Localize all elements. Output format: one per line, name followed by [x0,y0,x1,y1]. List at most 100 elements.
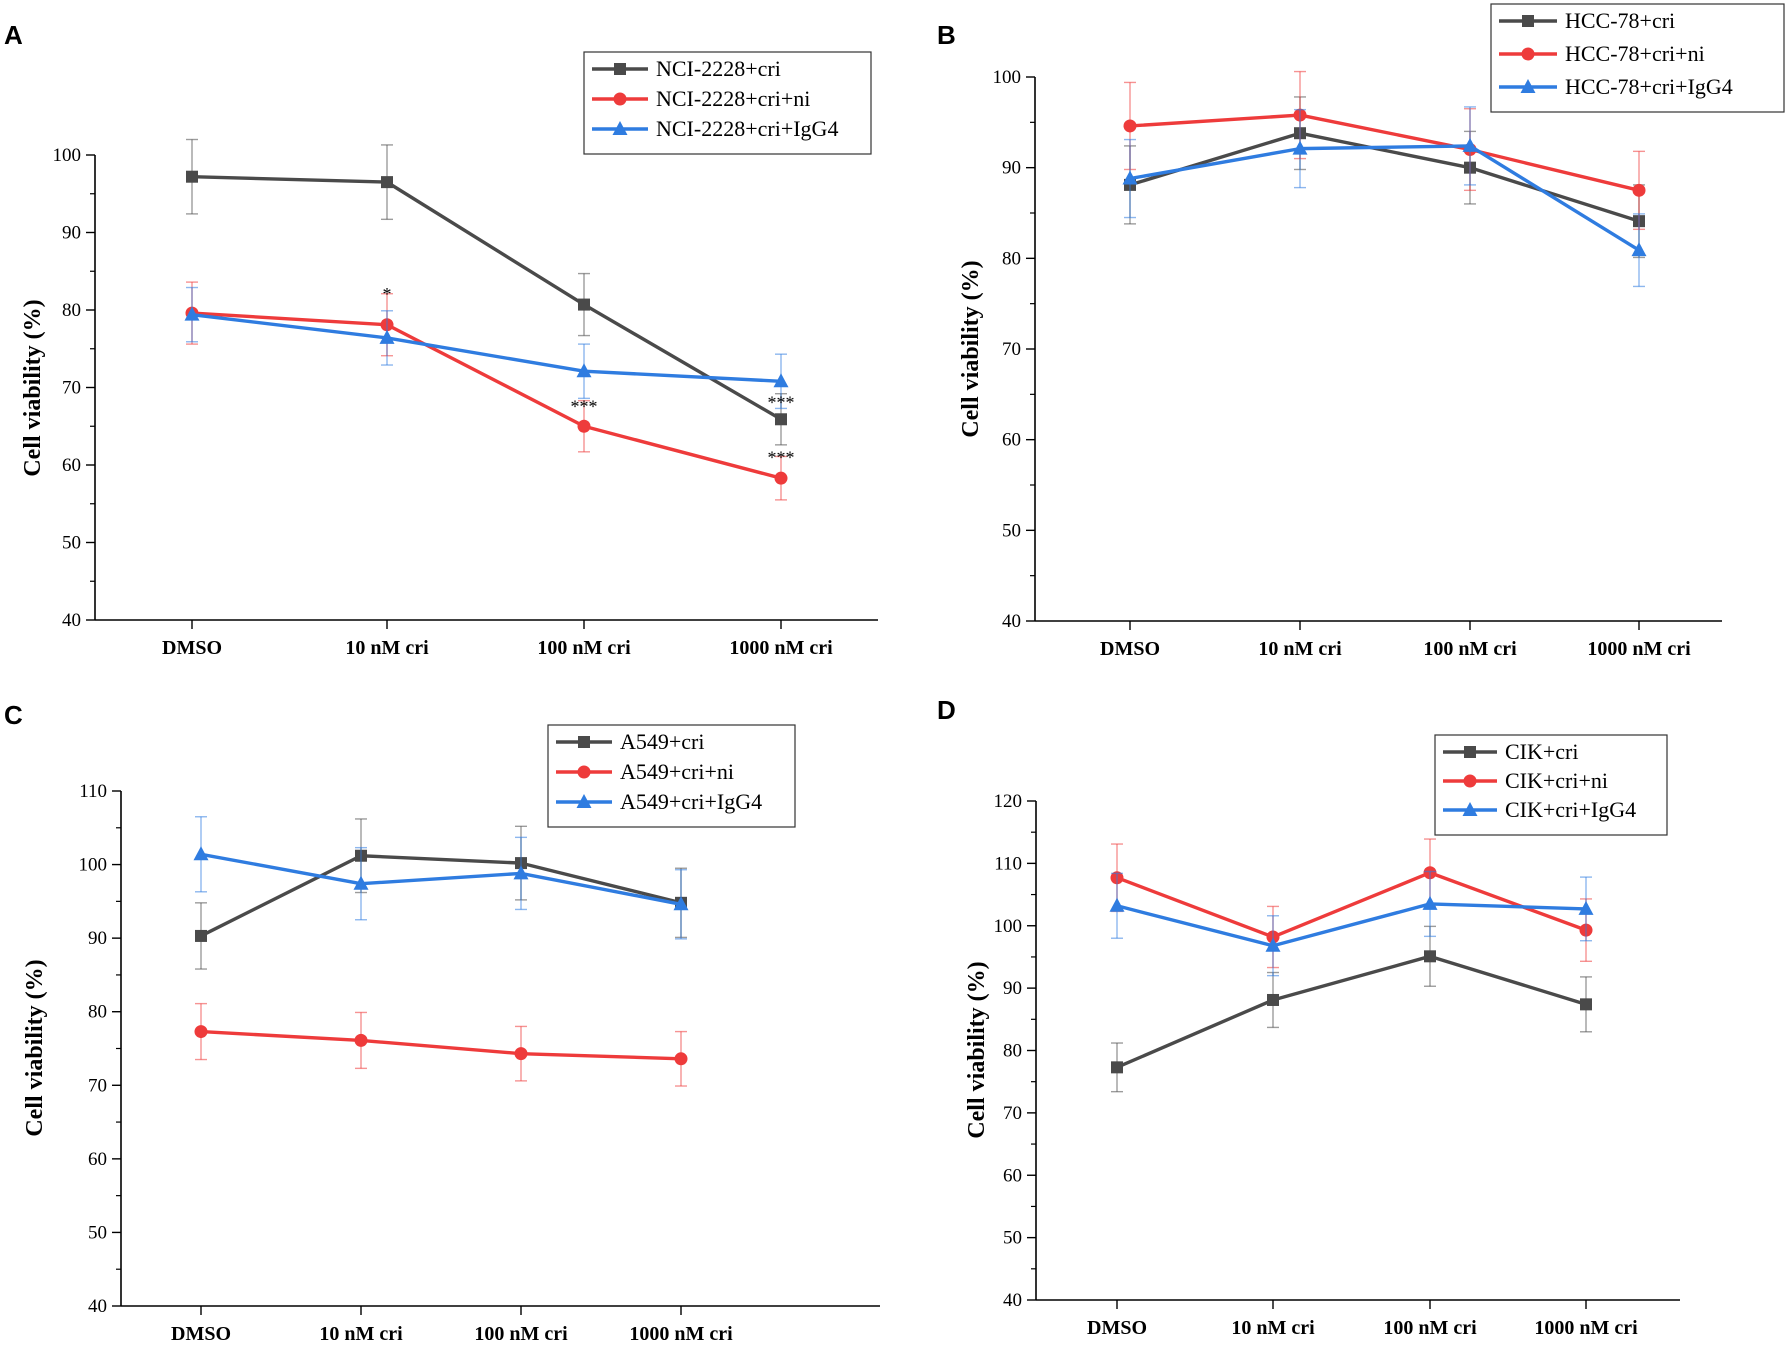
legend-marker [612,121,628,135]
panel-letter: D [937,695,956,725]
data-point [194,1025,208,1039]
y-tick-label: 70 [1003,1103,1022,1124]
legend-label: A549+cri [620,729,705,754]
legend-label: HCC-78+cri+IgG4 [1565,74,1733,99]
data-point [381,176,393,189]
series-cri [1111,925,1592,1093]
series-line [1116,954,1587,1069]
x-tick-label: DMSO [1087,1317,1147,1339]
x-tick-label: DMSO [162,637,222,659]
significance-mark: *** [768,447,795,467]
legend-label: NCI-2228+cri+IgG4 [656,116,838,141]
y-tick-label: 80 [1003,1041,1022,1062]
y-axis-label: Cell viability (%) [958,260,984,437]
x-tick-label: 100 nM cri [1423,638,1517,660]
significance-mark: *** [571,396,598,416]
legend-marker [578,736,590,748]
x-tick-label: 1000 nM cri [1534,1317,1638,1339]
y-tick-label: 50 [1002,520,1021,541]
y-tick-label: 40 [88,1296,107,1317]
data-point [576,363,592,378]
series-ni [1110,838,1593,969]
x-tick-label: DMSO [171,1323,231,1345]
legend-item: CIK+cri [1443,739,1579,764]
x-tick-label: DMSO [1100,638,1160,660]
legend-item: NCI-2228+cri+ni [592,86,810,111]
y-tick-label: 100 [53,145,82,166]
data-point [1462,137,1478,152]
legend-marker [577,765,591,779]
data-point [673,896,689,911]
data-point [774,471,788,485]
series-line [191,175,782,421]
legend: A549+cri A549+cri+ni A549+cri+IgG4 [547,724,796,828]
legend-marker [613,92,627,106]
panel-c: C 40 50 60 70 80 90 100 110 DMSO 10 nM cri 100 nM c… [4,700,880,1345]
data-point [1265,937,1281,952]
series-line [191,311,782,480]
series-igg4 [193,816,689,940]
data-point [1109,897,1125,912]
y-tick-label: 70 [62,378,81,399]
data-point [514,1047,528,1061]
series-line [1129,131,1640,223]
data-point [1122,170,1138,185]
x-tick-label: 100 nM cri [537,637,631,659]
series-line [1116,902,1587,948]
legend-label: CIK+cri+IgG4 [1505,797,1636,822]
legend-label: NCI-2228+cri [656,56,781,81]
data-point [775,413,787,426]
y-axis-label: Cell viability (%) [20,299,46,476]
legend-item: A549+cri+IgG4 [556,789,762,814]
data-point [184,306,200,321]
y-tick-label: 50 [88,1222,107,1243]
y-axis-label: Cell viability (%) [22,959,48,1136]
series-ni [185,281,788,501]
legend-item: NCI-2228+cri [592,56,781,81]
y-tick-label: 110 [994,853,1022,874]
data-point [186,170,198,183]
legend-marker [1522,15,1534,27]
data-point [1580,998,1592,1011]
data-point [1111,1061,1123,1074]
legend-marker [1462,802,1478,816]
legend: CIK+cri CIK+cri+ni CIK+cri+IgG4 [1434,734,1668,836]
data-point [1422,895,1438,910]
y-tick-label: 70 [88,1075,107,1096]
y-tick-label: 60 [88,1149,107,1170]
legend-marker [1521,47,1535,61]
y-tick-label: 90 [88,928,107,949]
legend-item: HCC-78+cri+IgG4 [1499,74,1733,99]
series-line [1129,113,1640,192]
panel-letter: C [4,700,23,730]
x-tick-label: 10 nM cri [319,1323,403,1345]
data-point [1632,183,1646,197]
x-tick-label: 1000 nM cri [1587,638,1691,660]
y-tick-label: 80 [88,1002,107,1023]
legend-marker [1464,746,1476,758]
data-point [1631,242,1647,257]
legend-item: CIK+cri+ni [1443,768,1608,793]
y-tick-label: 40 [1003,1290,1022,1311]
y-tick-label: 110 [79,781,107,802]
legend-item: A549+cri+ni [556,759,734,784]
legend-item: NCI-2228+cri+IgG4 [592,116,838,141]
y-tick-label: 40 [1002,611,1021,632]
legend: NCI-2228+cri NCI-2228+cri+ni NCI-2228+cri+… [583,51,872,155]
data-point [379,329,395,344]
x-tick-label: 1000 nM cri [629,1323,733,1345]
x-tick-label: 10 nM cri [1231,1317,1315,1339]
legend-label: A549+cri+ni [620,759,734,784]
legend-label: NCI-2228+cri+ni [656,86,810,111]
x-tick-label: 10 nM cri [345,637,429,659]
data-point [195,929,207,942]
data-point [578,298,590,311]
legend-marker [1520,79,1536,93]
data-point [353,875,369,890]
data-point [674,1052,688,1066]
y-tick-label: 50 [1003,1228,1022,1249]
x-tick-label: 100 nM cri [1383,1317,1477,1339]
y-tick-label: 80 [1002,248,1021,269]
legend-item: HCC-78+cri [1499,8,1675,33]
